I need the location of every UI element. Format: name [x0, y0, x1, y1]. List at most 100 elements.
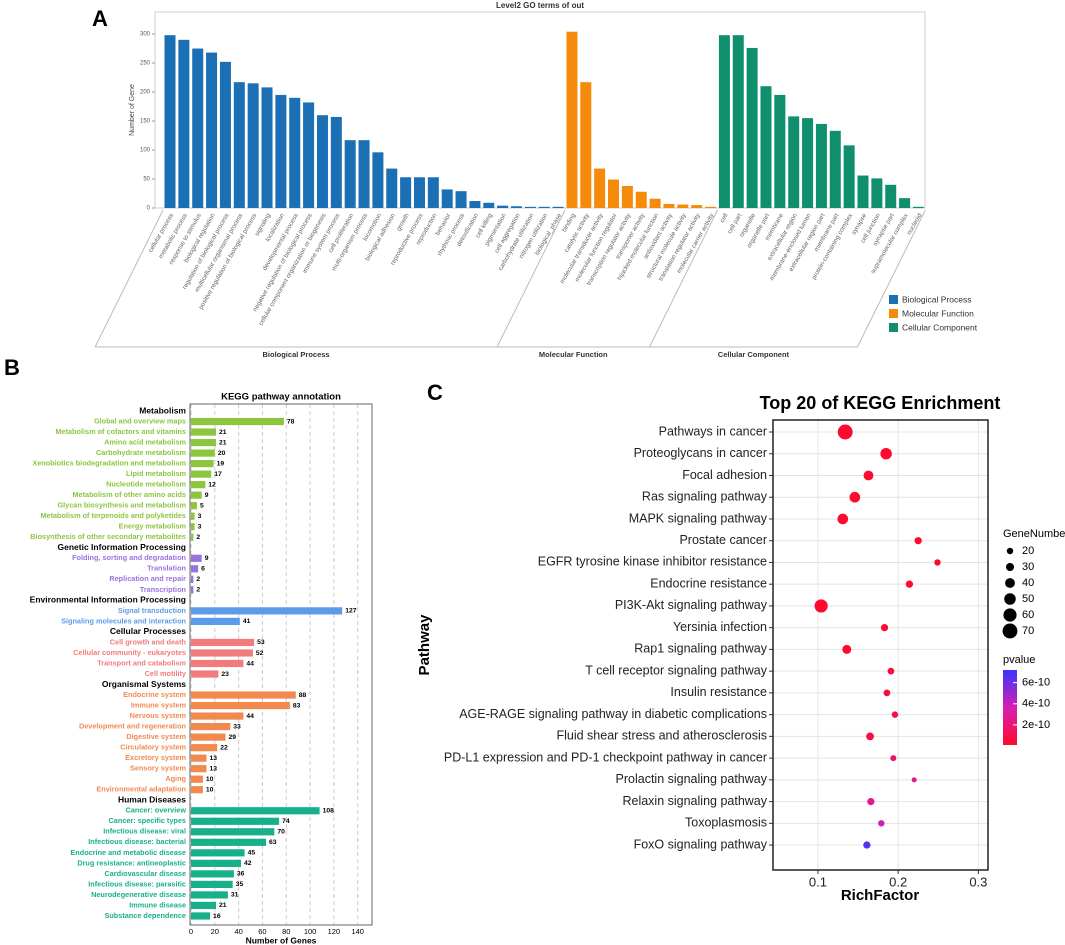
category-label: Carbohydrate metabolism: [96, 448, 187, 457]
bar: [441, 189, 453, 208]
value-label: 63: [269, 839, 277, 846]
y-tick-label: Pathways in cancer: [659, 424, 767, 438]
value-label: 9: [205, 492, 209, 499]
bar: [178, 39, 190, 208]
category-label: Nucleotide metabolism: [106, 480, 186, 489]
category-label: Xenobiotics biodegradation and metabolis…: [32, 459, 186, 468]
bar: [191, 859, 242, 867]
y-tick-label: Focal adhesion: [682, 468, 767, 482]
category-label: Sensory system: [130, 764, 186, 773]
size-legend-key: [1006, 547, 1014, 555]
x-tick-label: 100: [304, 927, 317, 936]
bar: [191, 786, 203, 794]
y-tick-label: 150: [140, 119, 151, 125]
value-label: 53: [257, 639, 265, 646]
value-label: 3: [198, 513, 202, 520]
legend-swatch: [889, 295, 898, 304]
bar: [191, 575, 194, 583]
category-label: Metabolism of terpenoids and polyketides: [40, 511, 186, 520]
bubble: [891, 711, 899, 718]
bar: [191, 491, 202, 499]
category-label: Transport and catabolism: [97, 658, 186, 667]
value-label: 21: [219, 429, 227, 436]
group-header: Environmental Information Processing: [30, 595, 186, 605]
y-tick-label: 250: [140, 61, 151, 67]
bar: [899, 198, 911, 208]
bar: [191, 670, 219, 678]
y-tick-label: PD-L1 expression and PD-1 checkpoint pat…: [444, 750, 767, 764]
value-label: 45: [248, 850, 256, 857]
bubble: [880, 624, 889, 632]
bar: [191, 701, 290, 710]
value-label: 9: [205, 555, 209, 562]
bubble: [934, 559, 941, 566]
bar: [191, 838, 267, 846]
x-tick-label: 0: [189, 927, 193, 936]
bubble: [867, 797, 875, 806]
bar: [857, 175, 869, 208]
bubble: [863, 470, 874, 481]
bubble: [878, 820, 885, 827]
value-label: 3: [198, 524, 202, 531]
bar: [885, 184, 897, 208]
bar: [497, 205, 509, 208]
size-legend-title: GeneNumber: [1003, 528, 1065, 540]
value-label: 10: [206, 787, 214, 794]
bar: [760, 86, 772, 208]
plot-frame: [772, 419, 989, 871]
category-label: Nervous system: [130, 711, 187, 720]
value-label: 70: [277, 829, 285, 836]
chart-title: Level2 GO terms of out: [496, 1, 584, 10]
bubble: [866, 732, 874, 741]
category-label: Replication and repair: [109, 574, 186, 583]
group-label: Cellular Component: [718, 350, 790, 359]
size-legend-key: [1005, 562, 1015, 572]
value-label: 2: [196, 576, 200, 583]
bar: [191, 691, 296, 699]
bar: [427, 177, 439, 208]
bar: [815, 123, 827, 208]
category-label: Cellular community - eukaryotes: [73, 648, 186, 657]
bar: [191, 807, 320, 815]
bar: [511, 206, 522, 208]
y-tick-label: Yersinia infection: [673, 620, 767, 634]
y-tick-label: 50: [143, 177, 150, 183]
value-label: 35: [236, 881, 244, 888]
bar: [802, 118, 814, 208]
category-label: Endocrine system: [123, 690, 186, 699]
bubble: [814, 599, 828, 613]
category-label: Aging: [165, 774, 186, 783]
legend-swatch: [889, 309, 898, 318]
panel-letter: B: [4, 355, 20, 380]
category-label: Metabolism of other amino acids: [72, 490, 186, 499]
bar: [289, 97, 301, 208]
y-tick-label: Relaxin signaling pathway: [622, 794, 767, 808]
value-label: 108: [323, 808, 335, 815]
legend-label: Molecular Function: [902, 308, 974, 318]
y-tick-label: Ras signaling pathway: [642, 490, 768, 504]
bar: [746, 47, 758, 208]
category-label: Immune disease: [129, 900, 186, 909]
group-bracket: [496, 209, 566, 348]
category-label: Translation: [147, 564, 186, 573]
category-label: Infectious disease: parasitic: [88, 879, 186, 888]
x-tick-label: 120: [328, 927, 341, 936]
y-tick-label: Toxoplasmosis: [685, 816, 767, 830]
size-legend-key: [1004, 593, 1016, 605]
chart-title: Top 20 of KEGG Enrichment: [760, 393, 1001, 413]
group-header: Organismal Systems: [102, 679, 186, 689]
value-label: 13: [209, 765, 217, 772]
value-label: 20: [218, 450, 226, 457]
category-label: Global and overview maps: [94, 416, 186, 425]
size-legend-label: 20: [1022, 545, 1034, 557]
bar: [191, 733, 226, 741]
category-label: Cancer: overview: [126, 806, 187, 815]
category-label: Endocrine and metabolic disease: [70, 848, 186, 857]
bar: [233, 82, 245, 208]
bubble: [837, 424, 853, 440]
y-tick-label: EGFR tyrosine kinase inhibitor resistanc…: [538, 555, 767, 569]
category-label: Cancer: specific types: [109, 816, 186, 825]
bar: [552, 206, 564, 208]
bar: [191, 533, 194, 541]
